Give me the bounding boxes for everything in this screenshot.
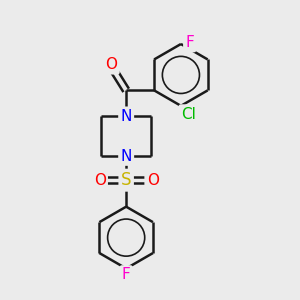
Text: F: F <box>185 35 194 50</box>
Text: O: O <box>105 57 117 72</box>
Text: N: N <box>121 148 132 164</box>
Text: Cl: Cl <box>181 106 196 122</box>
Text: F: F <box>122 268 130 283</box>
Text: S: S <box>121 171 131 189</box>
Text: N: N <box>121 109 132 124</box>
Text: O: O <box>147 173 159 188</box>
Text: O: O <box>94 173 106 188</box>
